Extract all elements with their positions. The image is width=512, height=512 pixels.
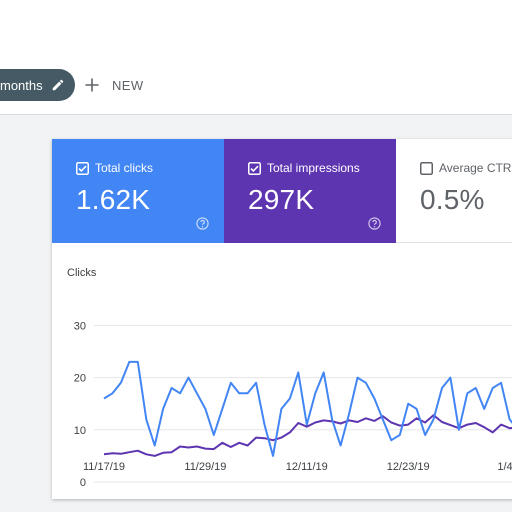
metric-average-ctr[interactable]: Average CTR 0.5%	[396, 139, 512, 243]
y-tick-labels: 0 10 20 30	[74, 320, 86, 489]
metric-label: Total impressions	[267, 161, 360, 175]
help-icon[interactable]	[196, 217, 209, 230]
metric-label: Total clicks	[95, 161, 154, 175]
metric-value: 1.62K	[76, 184, 151, 215]
y-tick-label: 0	[80, 477, 86, 489]
y-tick-label: 20	[74, 373, 86, 385]
checkbox-checked-icon[interactable]	[76, 161, 89, 175]
edit-pencil-icon[interactable]	[51, 78, 65, 92]
series-line-total-impressions	[103, 414, 512, 457]
x-tick-labels: 11/17/19 11/29/19 12/11/19 12/23/19 1/4/2	[83, 461, 512, 473]
top-app-bar	[0, 0, 512, 52]
metric-total-impressions[interactable]: Total impressions 297K	[224, 139, 396, 243]
x-tick-label: 12/23/19	[387, 461, 430, 473]
series-line-total-clicks	[103, 360, 512, 457]
y-tick-label: 30	[74, 320, 86, 332]
y-axis-label: Clicks	[67, 267, 97, 279]
x-tick-label: 11/29/19	[184, 461, 226, 473]
x-tick-label: 1/4/2	[497, 461, 512, 473]
checkbox-unchecked-icon[interactable]	[420, 161, 433, 175]
metric-total-clicks[interactable]: Total clicks 1.62K	[52, 139, 224, 243]
date-range-chip[interactable]: months	[0, 69, 75, 101]
metric-value: 0.5%	[420, 184, 485, 215]
filter-bar: months NEW	[0, 52, 512, 115]
help-icon[interactable]	[368, 217, 381, 230]
x-tick-label: 12/11/19	[286, 461, 328, 473]
metric-label: Average CTR	[439, 161, 512, 175]
new-filter-button[interactable]: NEW	[84, 69, 144, 101]
series-lines	[103, 360, 512, 457]
metric-value: 297K	[248, 184, 315, 215]
y-tick-label: 10	[74, 425, 86, 437]
date-range-chip-label: months	[0, 77, 43, 93]
new-filter-label: NEW	[112, 77, 144, 93]
x-tick-label: 11/17/19	[83, 461, 125, 473]
performance-card: Total clicks 1.62K Total impressions 297…	[52, 139, 512, 499]
plus-icon	[85, 78, 99, 92]
checkbox-checked-icon[interactable]	[248, 161, 261, 175]
